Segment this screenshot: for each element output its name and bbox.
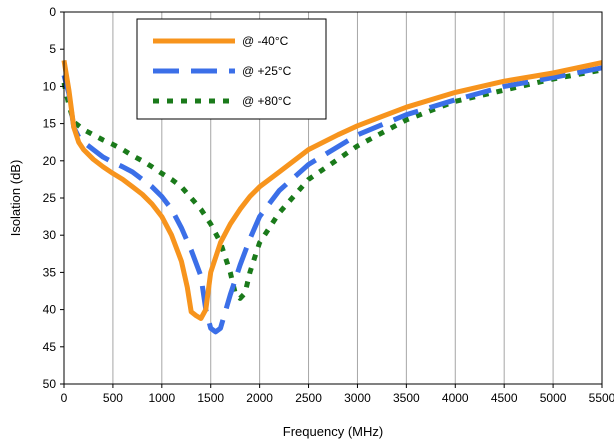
legend-label: @ -40°C xyxy=(242,34,289,48)
x-tick-label: 1000 xyxy=(148,391,175,405)
series-group xyxy=(61,59,603,335)
x-axis-title: Frequency (MHz) xyxy=(283,424,383,439)
x-tick-label: 4500 xyxy=(491,391,518,405)
y-tick-label: 40 xyxy=(43,303,57,317)
x-tick-label: 1500 xyxy=(197,391,224,405)
y-tick-label: 20 xyxy=(43,154,57,168)
series-line-1 xyxy=(61,59,603,321)
legend-label: @ +80°C xyxy=(242,94,292,108)
x-tick-label: 5500 xyxy=(589,391,614,405)
y-tick-label: 35 xyxy=(43,265,57,279)
y-axis-title: Isolation (dB) xyxy=(8,160,23,237)
y-tick-label: 0 xyxy=(49,5,56,19)
x-tick-label: 4000 xyxy=(442,391,469,405)
y-tick-label: 10 xyxy=(43,79,57,93)
y-tick-label: 50 xyxy=(43,377,57,391)
x-tick-label: 5000 xyxy=(540,391,567,405)
legend-label: @ +25°C xyxy=(242,64,292,78)
y-tick-label: 30 xyxy=(43,228,57,242)
series-line-2 xyxy=(61,65,603,335)
y-tick-label: 5 xyxy=(49,42,56,56)
legend: @ -40°C @ +25°C @ +80°C xyxy=(136,18,327,120)
x-tick-label: 500 xyxy=(103,391,123,405)
y-tick-labels: 0 5 10 15 20 25 30 35 40 45 50 xyxy=(43,5,64,391)
x-tick-label: 2500 xyxy=(295,391,322,405)
x-tick-labels: 0 500 1000 1500 2000 2500 3000 3500 4000 4500 5000… xyxy=(61,384,614,405)
x-tick-label: 0 xyxy=(61,391,68,405)
x-tick-label: 3500 xyxy=(393,391,420,405)
y-tick-label: 25 xyxy=(43,191,57,205)
series-line-3 xyxy=(61,67,603,301)
y-tick-label: 15 xyxy=(43,117,57,131)
y-tick-label: 45 xyxy=(43,340,57,354)
x-tick-label: 3000 xyxy=(344,391,371,405)
x-tick-label: 2000 xyxy=(246,391,273,405)
